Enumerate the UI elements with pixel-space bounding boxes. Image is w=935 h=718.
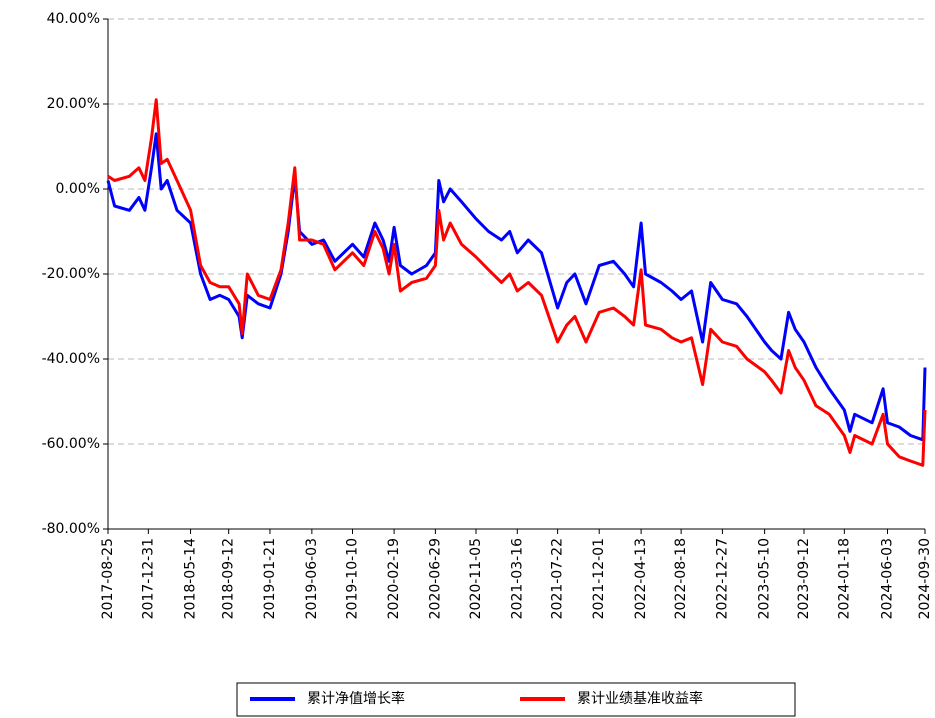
x-tick-label: 2020-02-19 (386, 538, 402, 619)
x-tick-label: 2024-06-03 (880, 538, 896, 619)
y-tick-label: 20.00% (47, 96, 100, 112)
series-line (107, 98, 927, 467)
y-tick-label: -60.00% (42, 436, 100, 452)
x-tick-label: 2018-05-14 (183, 538, 199, 619)
legend-label: 累计净值增长率 (307, 690, 405, 707)
legend-label: 累计业绩基准收益率 (577, 690, 703, 707)
x-tick-label: 2021-07-22 (550, 538, 566, 619)
x-tick-label: 2022-04-13 (633, 538, 649, 619)
series-line (106, 132, 927, 442)
y-tick-label: -80.00% (42, 521, 100, 537)
x-tick-label: 2024-09-30 (917, 538, 933, 619)
x-tick-label: 2018-09-12 (221, 538, 237, 619)
x-tick-label: 2021-03-16 (509, 538, 525, 619)
x-tick-label: 2023-09-12 (796, 538, 812, 619)
x-tick-label: 2017-08-25 (100, 538, 116, 619)
x-tick-label: 2020-11-05 (468, 538, 484, 619)
legend-box (236, 682, 796, 717)
x-tick-label: 2022-12-27 (714, 538, 730, 619)
x-tick-label: 2020-06-29 (427, 538, 443, 619)
x-tick-label: 2021-12-01 (591, 538, 607, 619)
x-tick-label: 2019-01-21 (262, 538, 278, 619)
x-tick-label: 2022-08-18 (673, 538, 689, 619)
y-tick-label: 40.00% (47, 11, 100, 27)
y-tick-label: -40.00% (42, 351, 100, 367)
y-tick-label: -20.00% (42, 266, 100, 282)
x-tick-label: 2019-06-03 (304, 538, 320, 619)
x-tick-label: 2023-05-10 (757, 538, 773, 619)
x-tick-label: 2017-12-31 (140, 538, 156, 619)
x-tick-label: 2019-10-10 (345, 538, 361, 619)
x-tick-label: 2024-01-18 (836, 538, 852, 619)
y-tick-label: 0.00% (56, 181, 100, 197)
